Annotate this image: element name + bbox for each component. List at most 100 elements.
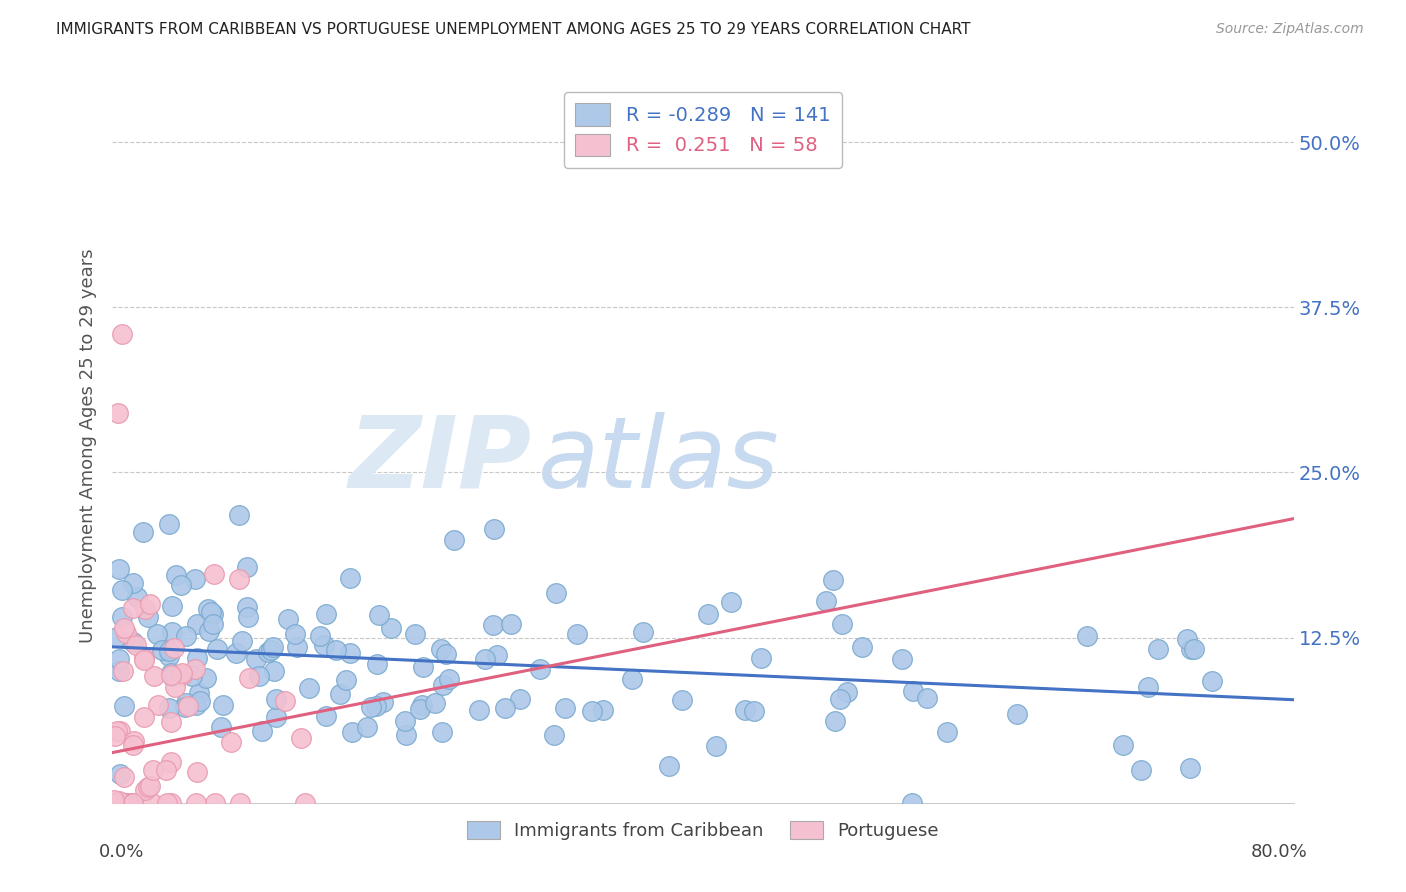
Point xyxy=(142,669,165,683)
Point xyxy=(263,664,285,678)
Point xyxy=(108,562,131,576)
Point xyxy=(200,606,222,620)
Point xyxy=(103,796,125,810)
Point xyxy=(554,701,576,715)
Point xyxy=(309,629,332,643)
Point xyxy=(482,617,505,632)
Point xyxy=(108,724,131,739)
Point xyxy=(170,578,193,592)
Point xyxy=(432,677,454,691)
Point xyxy=(202,567,225,582)
Point xyxy=(205,642,228,657)
Point xyxy=(828,692,851,706)
Point xyxy=(404,627,426,641)
Point xyxy=(108,665,131,679)
Point xyxy=(115,796,138,810)
Point xyxy=(107,406,129,420)
Point xyxy=(935,725,957,739)
Point xyxy=(835,685,858,699)
Point xyxy=(290,731,312,745)
Point xyxy=(134,783,156,797)
Point xyxy=(132,651,155,665)
Point xyxy=(339,572,361,586)
Point xyxy=(225,646,247,660)
Point xyxy=(229,796,252,810)
Point xyxy=(155,763,177,777)
Point xyxy=(235,599,257,614)
Point xyxy=(499,616,522,631)
Point xyxy=(824,714,846,728)
Point xyxy=(412,660,434,674)
Point xyxy=(236,560,259,574)
Point xyxy=(423,696,446,710)
Point xyxy=(339,646,361,660)
Point xyxy=(184,572,207,586)
Text: atlas: atlas xyxy=(537,412,779,508)
Point xyxy=(148,698,170,713)
Point xyxy=(186,764,208,779)
Point xyxy=(157,644,180,658)
Point xyxy=(111,610,134,624)
Point xyxy=(114,770,136,784)
Point xyxy=(298,681,321,695)
Point xyxy=(188,694,211,708)
Point xyxy=(238,671,260,685)
Point xyxy=(823,573,845,587)
Point xyxy=(315,607,337,621)
Point xyxy=(136,780,159,794)
Point xyxy=(103,793,125,807)
Point xyxy=(162,599,184,613)
Point xyxy=(112,621,135,635)
Point xyxy=(186,651,208,665)
Point xyxy=(851,640,873,655)
Point xyxy=(277,612,299,626)
Point xyxy=(546,586,568,600)
Point xyxy=(432,725,454,739)
Point xyxy=(474,652,496,666)
Point xyxy=(170,667,193,681)
Point xyxy=(356,720,378,734)
Point xyxy=(395,728,418,742)
Point xyxy=(150,643,173,657)
Point xyxy=(166,568,188,582)
Point xyxy=(112,698,135,713)
Point xyxy=(111,326,134,341)
Point xyxy=(184,662,207,676)
Point xyxy=(901,796,924,810)
Point xyxy=(328,687,350,701)
Point xyxy=(112,796,135,810)
Point xyxy=(157,517,180,532)
Point xyxy=(195,671,218,685)
Point xyxy=(115,625,138,640)
Point xyxy=(121,635,143,649)
Point xyxy=(172,666,194,681)
Point xyxy=(633,624,655,639)
Point xyxy=(1130,763,1153,777)
Point xyxy=(146,627,169,641)
Point xyxy=(294,796,316,810)
Y-axis label: Unemployment Among Ages 25 to 29 years: Unemployment Among Ages 25 to 29 years xyxy=(79,249,97,643)
Point xyxy=(831,617,853,632)
Point xyxy=(260,643,283,657)
Point xyxy=(314,638,336,652)
Point xyxy=(118,796,141,810)
Point xyxy=(163,680,186,694)
Point xyxy=(122,601,145,615)
Point xyxy=(380,621,402,635)
Point xyxy=(671,692,693,706)
Point xyxy=(252,724,274,739)
Point xyxy=(198,624,221,639)
Text: 80.0%: 80.0% xyxy=(1251,843,1308,861)
Point xyxy=(120,796,142,810)
Point xyxy=(1005,707,1028,722)
Point xyxy=(529,662,551,676)
Point xyxy=(1201,673,1223,688)
Point xyxy=(264,692,287,706)
Point xyxy=(134,653,156,667)
Point xyxy=(188,685,211,699)
Point xyxy=(236,610,259,624)
Point xyxy=(122,738,145,752)
Point xyxy=(141,796,163,810)
Point xyxy=(174,700,197,714)
Point xyxy=(509,691,531,706)
